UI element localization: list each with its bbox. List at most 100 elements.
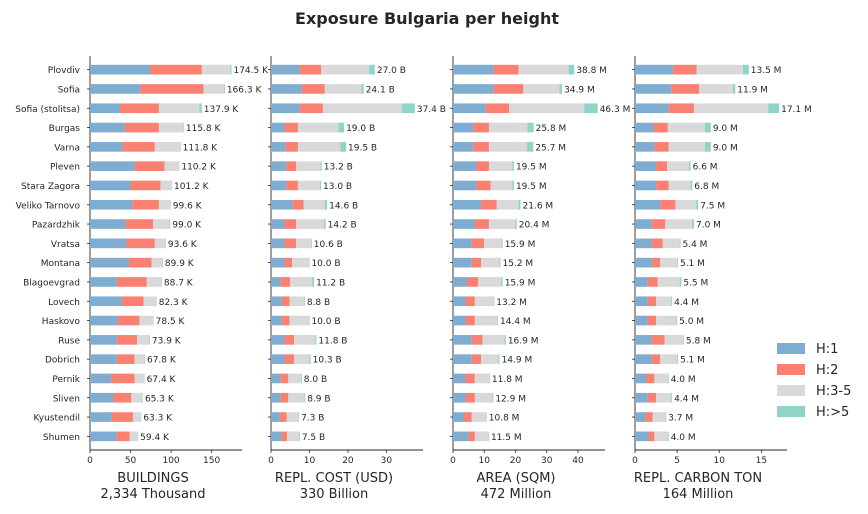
bar-value-label: 89.9 K (165, 259, 195, 269)
bar-segment (453, 296, 466, 306)
bar-segment (502, 239, 503, 249)
bar-segment (230, 65, 231, 75)
bar-segment (159, 123, 183, 133)
bar-segment (675, 200, 696, 210)
bar-segment (669, 181, 691, 191)
x-tick-label: 30 (381, 456, 393, 466)
bar-value-label: 101.2 K (174, 182, 210, 192)
bar-segment (668, 123, 705, 133)
bar-value-label: 99.0 K (172, 221, 202, 231)
bar-segment (453, 219, 475, 229)
bar-segment (476, 181, 490, 191)
bar-segment (648, 296, 656, 306)
bar-segment (486, 103, 509, 113)
bar-segment (309, 258, 310, 268)
bar-segment (467, 277, 478, 287)
bar-segment (667, 161, 689, 171)
bar-segment (131, 393, 142, 403)
bar-segment (135, 161, 165, 171)
bar-segment (286, 181, 298, 191)
bar-value-label: 5.0 M (679, 317, 704, 327)
bar-segment (453, 123, 473, 133)
bar-segment (90, 123, 125, 133)
bar-segment (635, 393, 648, 403)
bar-segment (473, 123, 489, 133)
bar-segment (271, 316, 282, 326)
bar-segment (183, 123, 184, 133)
bar-segment (453, 65, 494, 75)
bar-value-label: 5.4 M (683, 240, 708, 250)
bar-segment (494, 84, 524, 94)
category-label: Pazardzhik (32, 221, 81, 231)
bar-value-label: 11.8 M (492, 375, 523, 385)
bar-segment (90, 239, 126, 249)
bar-segment (683, 335, 684, 345)
bar-segment (464, 412, 472, 422)
bar-segment (489, 219, 515, 229)
bar-value-label: 10.8 M (489, 414, 520, 424)
bar-segment (290, 277, 312, 287)
bar-value-label: 46.3 M (600, 105, 631, 115)
bar-segment (705, 123, 711, 133)
bar-segment (665, 219, 692, 229)
bar-segment (472, 239, 485, 249)
bar-value-label: 10.0 B (311, 317, 340, 327)
bar-segment (475, 296, 494, 306)
bar-segment (489, 123, 527, 133)
x-tick-label: 100 (162, 456, 179, 466)
bar-segment (648, 432, 654, 442)
bar-segment (635, 161, 656, 171)
bar-segment (453, 374, 466, 384)
bar-segment (654, 123, 668, 133)
bar-segment (663, 239, 680, 249)
bar-segment (705, 142, 711, 152)
bar-segment (284, 258, 292, 268)
bar-segment (271, 161, 286, 171)
category-label: Sofia (stolitsa) (15, 105, 80, 115)
bar-segment (489, 374, 490, 384)
bar-segment (159, 103, 200, 113)
bar-segment (125, 123, 159, 133)
category-label: Stara Zagora (21, 182, 80, 192)
bar-segment (664, 335, 683, 345)
x-axis-label: REPL. CARBON TON (634, 471, 762, 486)
bar-segment (296, 239, 311, 249)
bar-segment (144, 354, 145, 364)
x-axis-label: BUILDINGS (117, 471, 188, 486)
x-tick-label: 0 (450, 456, 456, 466)
bar-segment (569, 65, 575, 75)
bar-segment (271, 65, 300, 75)
bar-segment (489, 142, 527, 152)
bar-segment (282, 316, 290, 326)
bar-segment (224, 84, 225, 94)
bar-segment (671, 84, 699, 94)
bar-segment (669, 142, 705, 152)
bar-value-label: 17.1 M (781, 105, 812, 115)
bar-segment (509, 103, 584, 113)
bar-segment (287, 432, 299, 442)
bar-segment (469, 432, 475, 442)
bar-value-label: 78.5 K (156, 317, 186, 327)
bar-segment (298, 181, 320, 191)
bar-segment (515, 219, 517, 229)
bar-segment (453, 142, 473, 152)
bar-segment (309, 316, 310, 326)
bar-value-label: 3.7 M (668, 414, 693, 424)
bar-segment (680, 277, 682, 287)
bar-segment (648, 277, 658, 287)
bar-segment (466, 316, 475, 326)
bar-segment (453, 161, 476, 171)
bar-segment (656, 393, 671, 403)
bar-segment (472, 258, 481, 268)
bar-segment (660, 258, 677, 268)
bar-value-label: 25.8 M (536, 124, 567, 134)
bar-segment (90, 354, 117, 364)
bar-segment (692, 219, 694, 229)
bar-segment (453, 432, 469, 442)
bar-segment (90, 181, 131, 191)
bar-value-label: 14.4 M (500, 317, 531, 327)
bar-value-label: 67.4 K (147, 375, 177, 385)
bar-value-label: 8.9 B (307, 394, 330, 404)
bar-segment (289, 316, 308, 326)
